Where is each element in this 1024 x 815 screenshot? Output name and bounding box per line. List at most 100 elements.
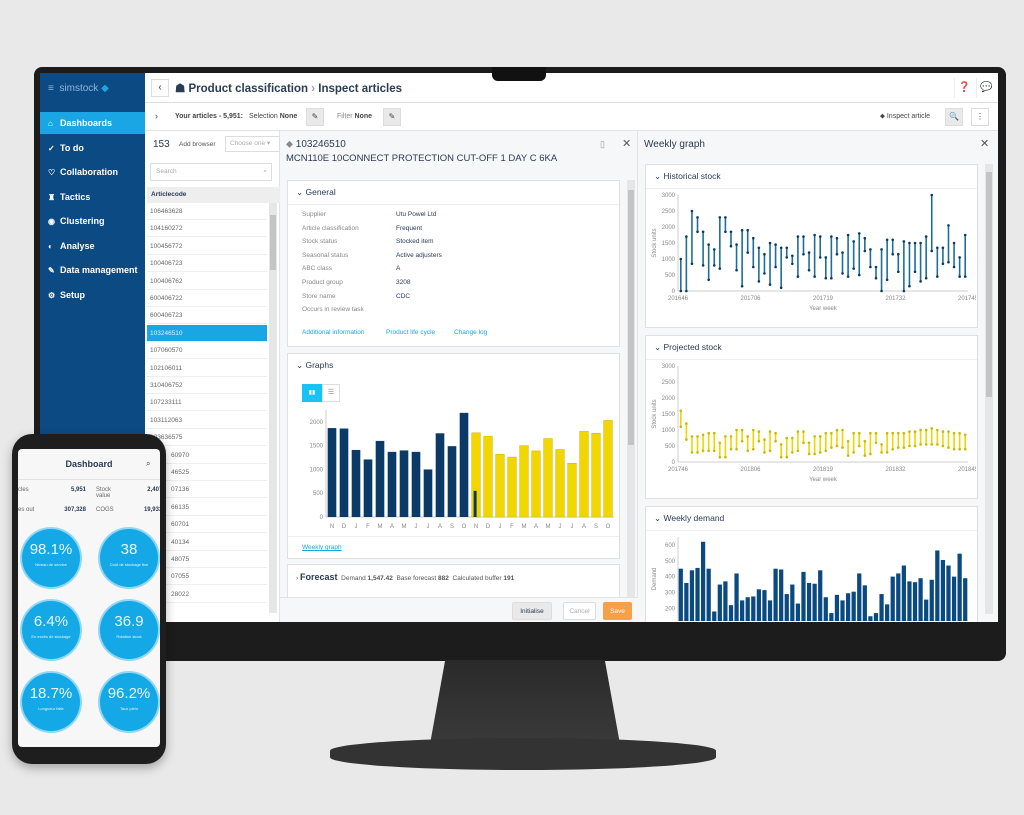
range-high-point [779, 443, 783, 446]
initialise-button[interactable]: Initialise [512, 602, 552, 620]
bar [375, 440, 385, 517]
sidebar-item-dashboards[interactable]: ⌂ Dashboards [40, 112, 145, 134]
list-item[interactable]: 60701 [147, 516, 267, 534]
list-item[interactable]: 46525 [147, 464, 267, 481]
list-item[interactable]: 100456772 [147, 238, 267, 255]
range-high-point [679, 257, 683, 261]
list-item[interactable]: 310406752 [147, 377, 267, 394]
list-item[interactable]: 66135 [147, 499, 267, 516]
range-low-point [685, 289, 688, 293]
table-toggle[interactable]: ☰ [322, 384, 340, 402]
chat-icon[interactable]: 💬 [976, 78, 996, 98]
list-item[interactable]: 100406762 [147, 273, 267, 290]
weekly-demand-chart: 200 300 400 500 600 Demand [652, 537, 968, 621]
list-item[interactable]: 103636575 [147, 429, 267, 447]
search-button[interactable]: 🔍 [945, 108, 963, 126]
range-high-point [757, 246, 761, 250]
graphs-header[interactable]: ⌄ Graphs [296, 360, 334, 370]
column-header-articlecode[interactable]: Articlecode [147, 187, 280, 203]
kpi-circle[interactable]: 38 Coût de stockage fixe [100, 529, 158, 587]
edit-filter-button[interactable]: ✎ [383, 108, 401, 126]
list-item[interactable]: 106463628 [147, 203, 267, 220]
bar [447, 446, 457, 517]
expand-icon[interactable]: › [155, 111, 158, 121]
list-scrollbar[interactable] [269, 203, 277, 613]
breadcrumb-product-classification[interactable]: Product classification [188, 83, 309, 95]
weekly-scrollbar[interactable] [985, 164, 993, 614]
sidebar-item-to-do[interactable]: ✓ To do [40, 137, 145, 159]
range-low-point [952, 447, 956, 451]
detail-scrollbar[interactable] [627, 180, 635, 610]
bar [951, 576, 957, 621]
search-icon[interactable]: ⌕ [146, 459, 151, 468]
list-item[interactable]: 07136 [147, 481, 267, 499]
range-low-point [863, 249, 867, 253]
list-item[interactable]: 107233111 [147, 394, 267, 412]
kpi-circle[interactable]: 96.2% Taux plein [100, 673, 158, 731]
list-item[interactable]: 40134 [147, 534, 267, 551]
bar-chart-toggle[interactable]: ▮▮ [302, 384, 322, 402]
kpi-circle[interactable]: 6.4% En excès de stockage [22, 601, 80, 659]
kpi-label: Rotation stock [116, 634, 142, 639]
list-item[interactable]: 104160272 [147, 220, 267, 238]
kpi-circle[interactable]: 36.9 Rotation stock [100, 601, 158, 659]
general-header[interactable]: ⌄ General [288, 181, 619, 205]
link-product-life-cycle[interactable]: Product life cycle [386, 329, 436, 336]
list-item[interactable]: 600406723 [147, 307, 267, 325]
sidebar-item-tactics[interactable]: ♜ Tactics [40, 186, 145, 208]
projected-stock-header[interactable]: ⌄ Projected stock [646, 336, 977, 360]
y-tick-label: 2500 [662, 380, 676, 386]
add-browser-label: Add browser [179, 141, 216, 148]
list-item[interactable]: 100406723 [147, 255, 267, 273]
stat-label: Stock value [96, 487, 112, 499]
edit-selection-button[interactable]: ✎ [306, 108, 324, 126]
range-high-point [757, 430, 761, 433]
field-value: Stocked item [396, 238, 434, 246]
sidebar-item-data-management[interactable]: ✎ Data management [40, 259, 145, 281]
search-input[interactable]: Search ⌕ [150, 163, 272, 181]
list-item[interactable]: 48075 [147, 551, 267, 568]
help-icon[interactable]: ❓ [954, 78, 974, 98]
weekly-demand-header[interactable]: ⌄ Weekly demand [646, 507, 977, 531]
sidebar-item-analyse[interactable]: ◐ Analyse [40, 235, 145, 257]
close-icon[interactable]: ✕ [622, 138, 632, 150]
list-item[interactable]: 103112063 [147, 412, 267, 429]
cancel-button[interactable]: Cancel [563, 602, 596, 620]
x-tick-label: A [390, 524, 394, 530]
x-tick-label: M [546, 524, 551, 530]
browser-select[interactable]: Choose one ▾ [225, 136, 280, 152]
list-item[interactable]: 07055 [147, 568, 267, 586]
save-button[interactable]: Save [603, 602, 632, 620]
range-low-point [936, 275, 939, 278]
historical-stock-header[interactable]: ⌄ Historical stock [646, 165, 977, 189]
kpi-circle[interactable]: 18.7% Longueur faite [22, 673, 80, 731]
bar [567, 463, 577, 518]
list-item[interactable]: 60970 [147, 447, 267, 464]
link-change-log[interactable]: Change log [454, 329, 488, 336]
weekly-graph-link[interactable]: Weekly graph [302, 544, 342, 551]
bookmark-icon[interactable]: ▯ [600, 139, 605, 149]
range-low-point [952, 265, 956, 269]
list-item[interactable]: 103246510 [147, 324, 267, 342]
sidebar-item-clustering[interactable]: ◉ Clustering [40, 210, 145, 232]
y-tick-label: 2000 [662, 396, 676, 402]
app-screen: ≡ simstock ◆ ⌂ Dashboards ✓ To do ♡ Collabora… [40, 73, 998, 622]
sidebar-item-label: Setup [60, 289, 86, 300]
more-button[interactable]: ⋮ [971, 108, 989, 126]
back-button[interactable]: ‹ [151, 79, 169, 97]
link-additional-information[interactable]: Additional information [302, 329, 365, 336]
range-high-point [924, 428, 928, 432]
list-item[interactable]: 102106011 [147, 360, 267, 377]
list-item[interactable]: 28022 [147, 586, 267, 603]
list-item[interactable]: 107060570 [147, 342, 267, 360]
sidebar-item-collaboration[interactable]: ♡ Collaboration [40, 161, 145, 183]
close-icon[interactable]: ✕ [980, 138, 990, 150]
kpi-circle[interactable]: 98.1% Niveau de service [22, 529, 80, 587]
range-low-point [690, 262, 694, 266]
field-label: ABC class [302, 265, 332, 273]
sidebar-item-setup[interactable]: ⚙ Setup [40, 284, 145, 306]
list-item[interactable]: 600406722 [147, 290, 267, 307]
forecast-header[interactable]: › Forecast Demand 1,547.42 Base forecast… [296, 572, 515, 582]
range-low-point [896, 446, 900, 449]
range-low-point [947, 446, 950, 449]
